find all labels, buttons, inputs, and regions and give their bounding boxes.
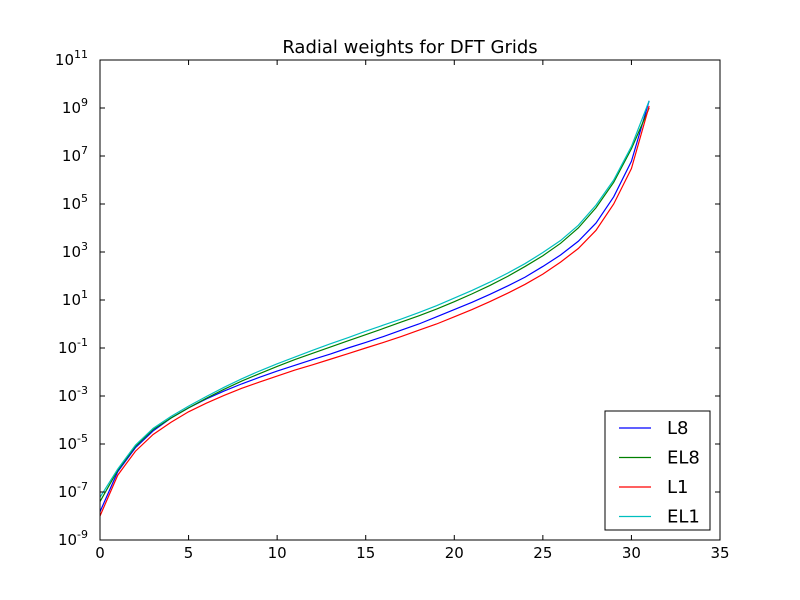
- y-tick-label: 10-5: [58, 432, 88, 453]
- x-tick-label: 0: [95, 544, 105, 562]
- legend-box: [604, 410, 711, 531]
- y-tick-label: 10-3: [58, 384, 88, 405]
- y-tick-label: 103: [62, 240, 88, 261]
- y-tick-label: 109: [62, 96, 88, 117]
- x-tick-label: 35: [710, 544, 729, 562]
- chart-title: Radial weights for DFT Grids: [282, 37, 537, 58]
- x-tick-label: 5: [184, 544, 194, 562]
- y-tick-label: 10-9: [58, 528, 88, 549]
- x-tick-label: 10: [268, 544, 287, 562]
- legend: L8 EL8 L1 EL1: [604, 410, 711, 531]
- y-tick-label: 101: [62, 288, 88, 309]
- series-line-el8: [99, 107, 650, 502]
- legend-label-el1: EL1: [667, 507, 700, 528]
- y-tick-label: 10-7: [58, 480, 88, 501]
- y-tick-label: 105: [62, 192, 88, 213]
- legend-label-l8: L8: [667, 418, 688, 439]
- tick-layer: 0 5 10 15 20 25 30 35 1011 109 107 105 103 101 10-1 10-…: [55, 48, 730, 562]
- y-tick-label: 1011: [55, 48, 88, 69]
- legend-label-el8: EL8: [667, 448, 700, 469]
- series-line-el1: [99, 100, 650, 498]
- x-tick-label: 30: [622, 544, 641, 562]
- x-tick-label: 15: [356, 544, 375, 562]
- series-line-l1: [99, 105, 650, 517]
- x-tick-label: 25: [533, 544, 552, 562]
- y-tick-label: 10-1: [58, 336, 88, 357]
- x-tick-label: 20: [445, 544, 464, 562]
- y-tick-label: 107: [62, 144, 88, 165]
- legend-label-l1: L1: [667, 477, 688, 498]
- series-layer: [99, 100, 650, 517]
